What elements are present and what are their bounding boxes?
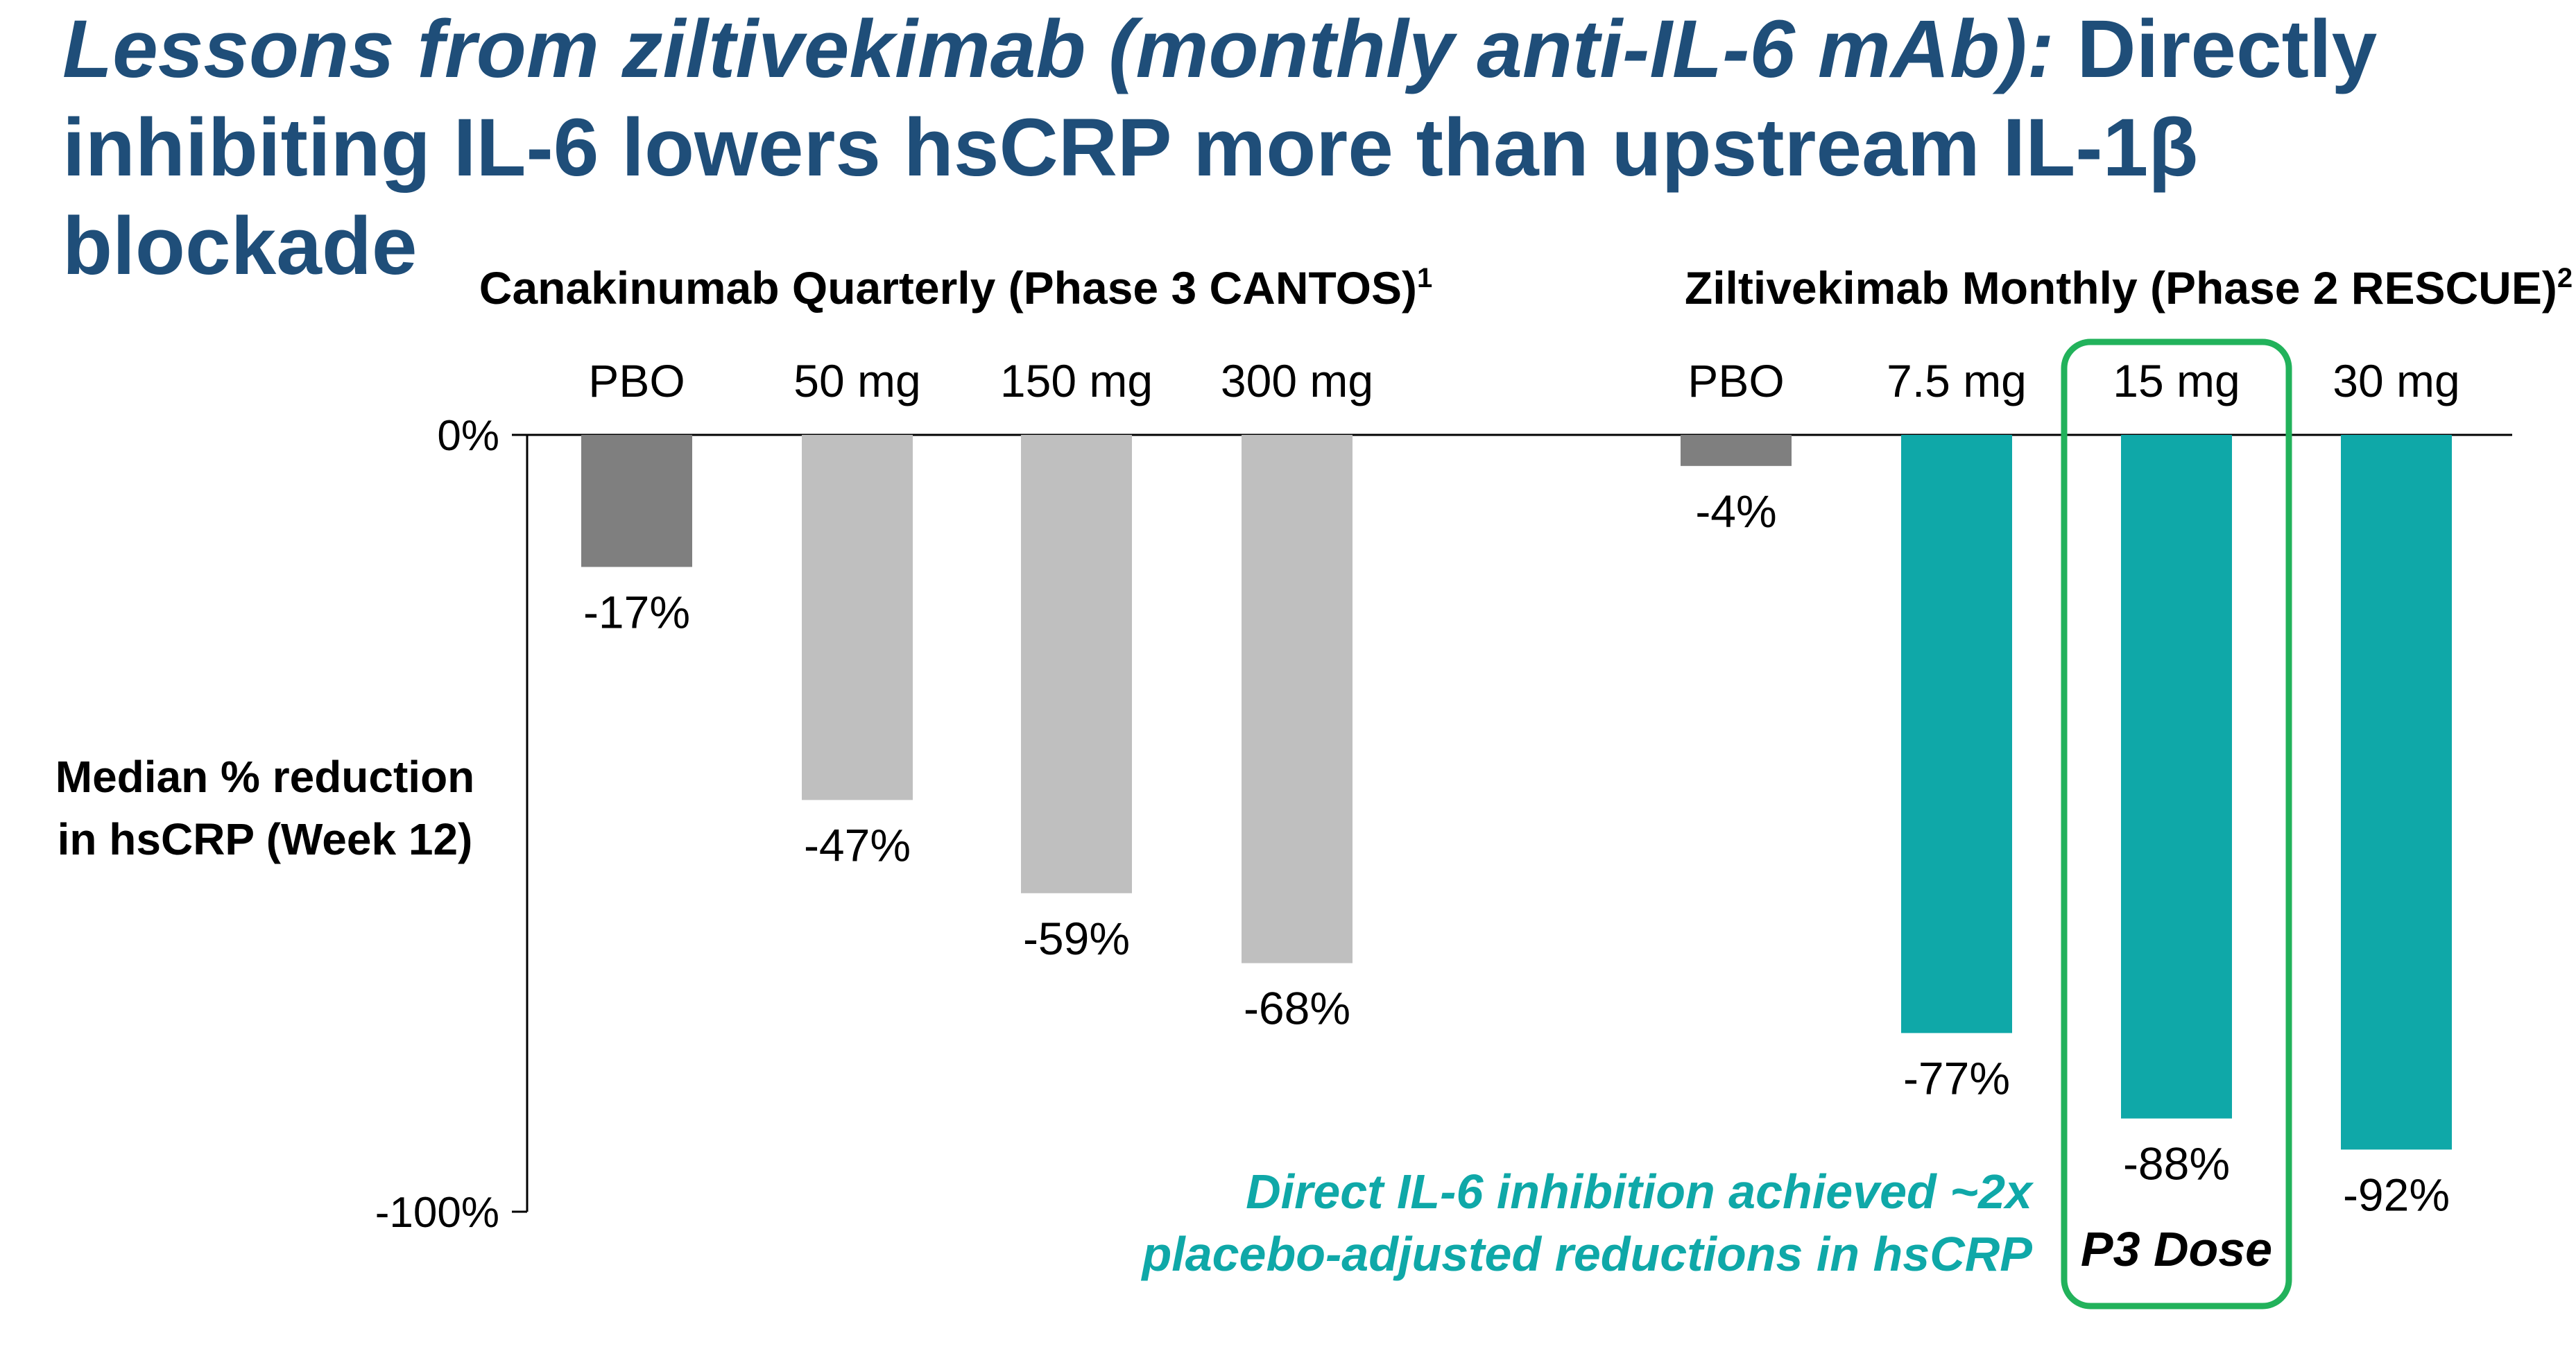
y-axis-label: Median % reduction bbox=[55, 752, 475, 802]
y-tick-label: -100% bbox=[375, 1189, 499, 1237]
category-label: 30 mg bbox=[2333, 355, 2459, 406]
category-label: PBO bbox=[588, 355, 685, 406]
title-italic-part: Lessons from ziltivekimab (monthly anti-… bbox=[62, 3, 2054, 95]
bar-ziltivekimab-15-mg bbox=[2121, 435, 2232, 1119]
y-tick-label: 0% bbox=[437, 412, 499, 460]
bar-ziltivekimab-pbo bbox=[1681, 435, 1792, 466]
callout-text: placebo-adjusted reductions in hsCRP bbox=[1140, 1227, 2032, 1281]
category-label: 7.5 mg bbox=[1887, 355, 2027, 406]
data-label: -68% bbox=[1244, 983, 1350, 1034]
data-label: -4% bbox=[1695, 486, 1776, 537]
category-label: 150 mg bbox=[1000, 355, 1153, 406]
data-label: -17% bbox=[583, 586, 690, 637]
group-title: Ziltivekimab Monthly (Phase 2 RESCUE)2 bbox=[1685, 262, 2573, 314]
category-label: 15 mg bbox=[2113, 355, 2240, 406]
category-label: 300 mg bbox=[1221, 355, 1373, 406]
bar-canakinumab-pbo bbox=[581, 435, 692, 567]
slide-title: Lessons from ziltivekimab (monthly anti-… bbox=[62, 0, 2559, 295]
data-label: -88% bbox=[2123, 1138, 2230, 1190]
bar-ziltivekimab-7-5-mg bbox=[1901, 435, 2012, 1033]
data-label: -92% bbox=[2343, 1169, 2450, 1220]
data-label: -77% bbox=[1903, 1052, 2010, 1104]
highlight-box bbox=[2061, 338, 2292, 1310]
data-label: -47% bbox=[804, 819, 911, 870]
bars-layer bbox=[581, 338, 2452, 1310]
category-label: PBO bbox=[1688, 355, 1784, 406]
category-label: 50 mg bbox=[793, 355, 920, 406]
highlight-label: P3 Dose bbox=[2081, 1222, 2272, 1276]
title-rest: Directly inhibiting IL-6 lowers hsCRP mo… bbox=[62, 3, 2378, 292]
bar-ziltivekimab-30-mg bbox=[2341, 435, 2452, 1150]
bar-canakinumab-150-mg bbox=[1021, 435, 1132, 893]
group-title: Canakinumab Quarterly (Phase 3 CANTOS)1 bbox=[479, 262, 1432, 314]
bar-canakinumab-300-mg bbox=[1242, 435, 1353, 963]
data-label: -59% bbox=[1023, 913, 1130, 964]
bar-canakinumab-50-mg bbox=[802, 435, 913, 800]
y-axis-label: in hsCRP (Week 12) bbox=[58, 814, 473, 864]
callout-text: Direct IL-6 inhibition achieved ~2x bbox=[1246, 1165, 2034, 1219]
labels-layer: 0% -100% Median % reduction in hsCRP (Week … bbox=[55, 262, 2573, 1281]
